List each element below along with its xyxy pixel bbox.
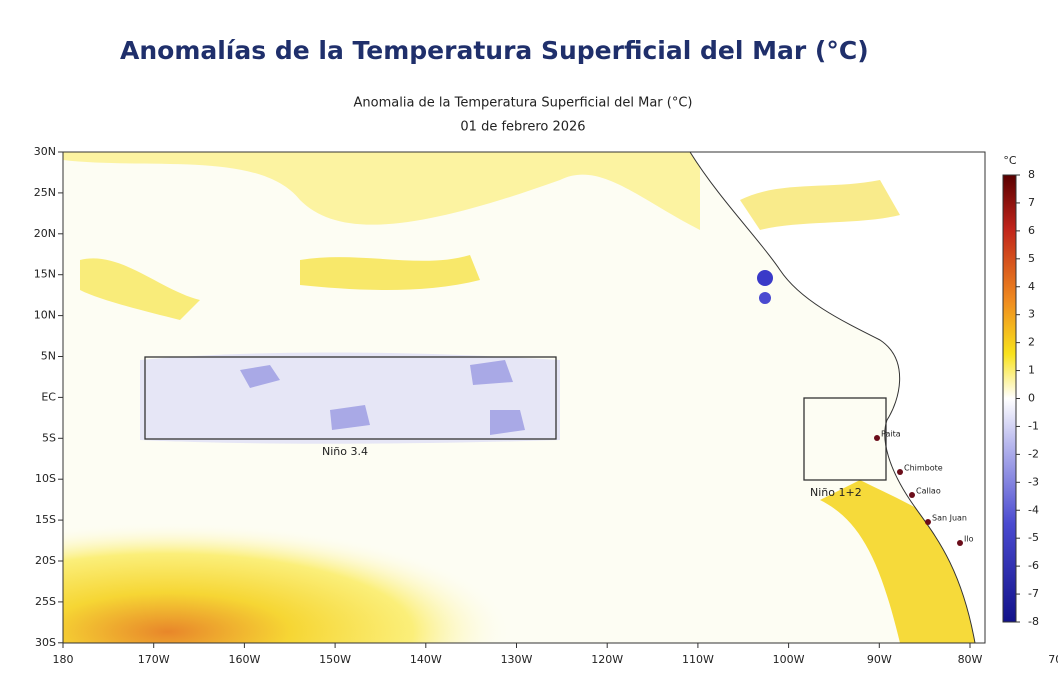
lon-label: 150W <box>319 653 351 666</box>
lon-label: 90W <box>867 653 892 666</box>
lat-label: 25N <box>34 186 56 199</box>
city-dot <box>909 492 915 498</box>
region-label: Niño 3.4 <box>322 445 368 458</box>
colorbar-tick-label: 0 <box>1028 392 1035 405</box>
colorbar-tick-label: 5 <box>1028 252 1035 265</box>
colorbar-tick-label: -4 <box>1028 503 1039 516</box>
colorbar-tick-label: -1 <box>1028 419 1039 432</box>
lat-label: 10N <box>34 309 56 322</box>
lon-label: 100W <box>773 653 805 666</box>
map-subtitle: 01 de febrero 2026 <box>460 120 585 135</box>
lat-label: EC <box>41 390 56 403</box>
nino12-box <box>803 397 887 481</box>
city-dot <box>925 519 931 525</box>
colorbar-tick-label: 6 <box>1028 224 1035 237</box>
lon-label: 170W <box>138 653 170 666</box>
lon-label: 180 <box>53 653 74 666</box>
lon-label: 80W <box>958 653 983 666</box>
city-label: Callao <box>916 487 941 496</box>
colorbar-tick-label: 8 <box>1028 168 1035 181</box>
colorbar-tick-label: 7 <box>1028 196 1035 209</box>
map-title: Anomalia de la Temperatura Superficial d… <box>354 96 693 111</box>
colorbar-tick-label: -5 <box>1028 531 1039 544</box>
lat-label: 20N <box>34 227 56 240</box>
city-label: Chimbote <box>904 464 943 473</box>
lon-label: 140W <box>410 653 442 666</box>
city-dot <box>874 435 880 441</box>
colorbar <box>1002 174 1017 623</box>
colorbar-tick-label: -6 <box>1028 559 1039 572</box>
colorbar-tick-label: 1 <box>1028 364 1035 377</box>
colorbar-tick-label: -7 <box>1028 587 1039 600</box>
lat-label: 15S <box>35 513 56 526</box>
region-label: Niño 1+2 <box>810 486 862 499</box>
city-label: Ilo <box>964 535 974 544</box>
colorbar-tick-label: 2 <box>1028 336 1035 349</box>
city-dot <box>957 540 963 546</box>
lat-label: 25S <box>35 595 56 608</box>
colorbar-tick-label: 4 <box>1028 280 1035 293</box>
lon-label: 110W <box>682 653 714 666</box>
city-dot <box>897 469 903 475</box>
lat-label: 5S <box>42 431 56 444</box>
lat-label: 20S <box>35 554 56 567</box>
colorbar-tick-label: -2 <box>1028 447 1039 460</box>
lat-label: 30N <box>34 145 56 158</box>
lon-label: 130W <box>501 653 533 666</box>
colorbar-tick-label: 3 <box>1028 308 1035 321</box>
lon-label: 70W <box>1048 653 1058 666</box>
lat-label: 30S <box>35 636 56 649</box>
lon-label: 160W <box>228 653 260 666</box>
colorbar-tick-label: -8 <box>1028 615 1039 628</box>
lat-label: 15N <box>34 268 56 281</box>
colorbar-unit: °C <box>1003 154 1017 167</box>
lon-label: 120W <box>591 653 623 666</box>
lat-label: 5N <box>41 350 56 363</box>
lat-label: 10S <box>35 472 56 485</box>
nino34-box <box>144 356 557 440</box>
colorbar-tick-label: -3 <box>1028 475 1039 488</box>
city-label: Paita <box>881 430 901 439</box>
city-label: San Juan <box>932 514 967 523</box>
header-title: Anomalías de la Temperatura Superficial … <box>120 36 869 65</box>
